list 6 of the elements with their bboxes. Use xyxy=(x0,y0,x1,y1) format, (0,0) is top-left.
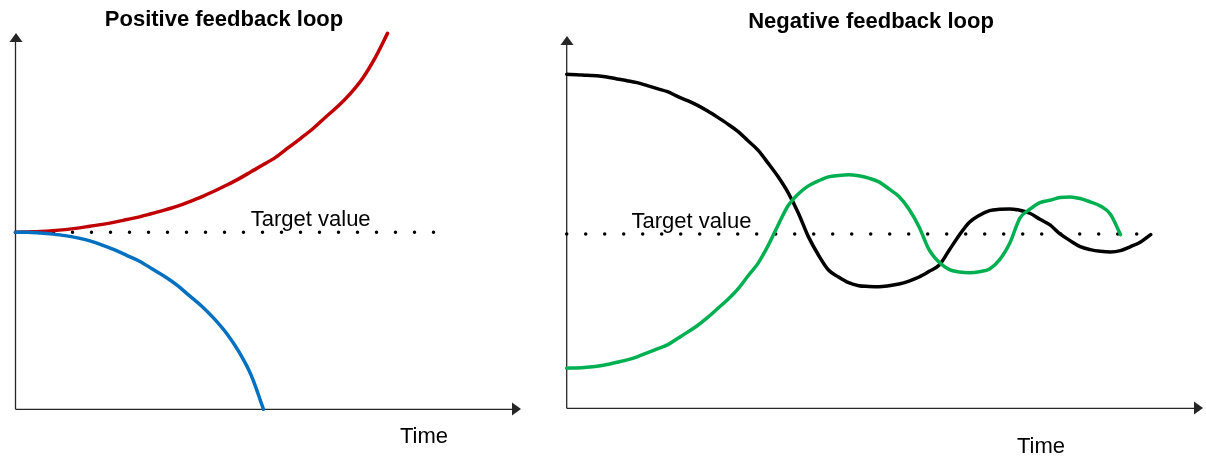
chart-title: Negative feedback loop xyxy=(748,7,994,33)
chart-title: Positive feedback loop xyxy=(104,5,344,31)
x-axis-title: Time xyxy=(1016,432,1066,456)
ref-line-label: Target value xyxy=(250,206,371,232)
x-axis-title: Time xyxy=(399,422,449,448)
ref-line-label: Target value xyxy=(631,207,752,233)
